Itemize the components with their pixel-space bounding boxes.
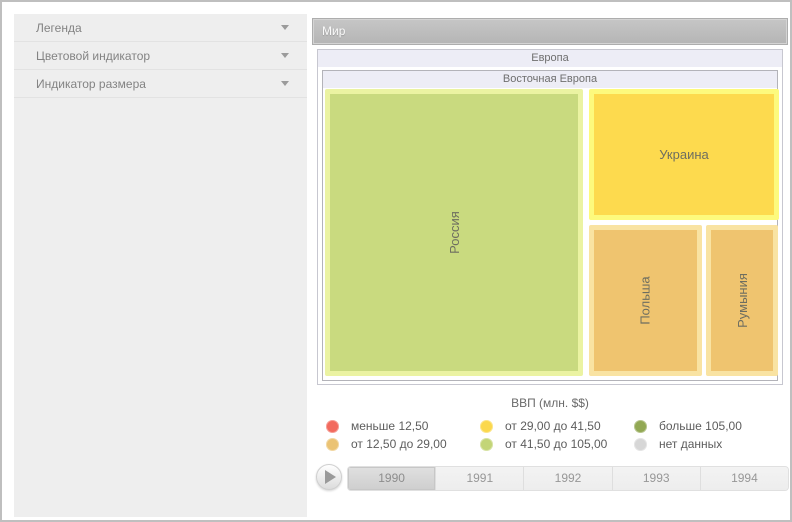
legend-item-label: от 29,00 до 41,50 [505,419,601,433]
chevron-down-icon [281,53,289,58]
treemap-cell-poland-label: Польша [638,276,653,325]
legend-item: от 29,00 до 41,50 [480,417,620,435]
chevron-down-icon [281,25,289,30]
legend-dot-red [326,419,339,433]
year-segment-1990[interactable]: 1990 [348,467,437,490]
treemap-root-bar[interactable]: Мир [312,18,788,45]
treemap-group-europe-header[interactable]: Европа [318,50,782,67]
treemap-cell-romania[interactable]: Румыния [706,225,778,376]
play-button[interactable] [316,464,342,490]
legend-item: больше 105,00 [634,417,774,435]
accordion-legend[interactable]: Легенда [14,14,307,42]
accordion-size-indicator-label: Индикатор размера [36,76,146,91]
legend-item-label: меньше 12,50 [351,419,429,433]
year-segment-1994[interactable]: 1994 [700,467,788,490]
chevron-down-icon [281,81,289,86]
legend-item-label: от 12,50 до 29,00 [351,437,447,451]
accordion-size-indicator[interactable]: Индикатор размера [14,70,307,98]
settings-sidebar: Легенда Цветовой индикатор Индикатор раз… [14,14,307,517]
treemap-cell-russia-label: Россия [446,211,462,254]
legend-item-label: нет данных [659,437,723,451]
accordion-legend-label: Легенда [36,20,82,35]
treemap-cell-romania-fill: Румыния [711,230,773,371]
legend-dot-orange [326,437,339,451]
year-segment-1992[interactable]: 1992 [524,467,613,490]
treemap-cell-ukraine-label: Украина [659,147,709,162]
treemap-cell-poland[interactable]: Польша [589,225,702,376]
treemap-cell-ukraine-fill: Украина [594,94,774,215]
treemap-cell-russia[interactable]: Россия [325,89,583,376]
accordion-color-indicator-label: Цветовой индикатор [36,48,151,63]
treemap-cell-poland-fill: Польша [594,230,697,371]
legend-item: от 41,50 до 105,00 [480,435,620,453]
legend-dot-gray [634,437,647,451]
color-legend: ВВП (млн. $$) меньше 12,50 от 12,50 до 2… [312,396,788,453]
legend-item: меньше 12,50 [326,417,466,435]
treemap-cell-ukraine[interactable]: Украина [589,89,779,220]
treemap-group-eastern-europe: Восточная Европа Россия Украина Польша Р… [322,70,779,381]
year-segment-1993[interactable]: 1993 [612,467,701,490]
legend-item-label: от 41,50 до 105,00 [505,437,608,451]
legend-item: от 12,50 до 29,00 [326,435,466,453]
legend-dot-yellow [480,419,493,433]
treemap-cell-russia-fill: Россия [330,94,578,371]
treemap-cell-romania-label: Румыния [734,273,750,328]
play-icon [325,470,336,484]
legend-item-label: больше 105,00 [659,419,742,433]
treemap-group-europe: Европа Восточная Европа Россия Украина П… [317,49,783,385]
treemap-group-eastern-europe-header[interactable]: Восточная Европа [323,71,777,88]
legend-grid: меньше 12,50 от 12,50 до 29,00 от 29,00 … [312,417,788,453]
legend-dot-light-green [480,437,493,451]
legend-title: ВВП (млн. $$) [511,396,589,410]
year-segment-1991[interactable]: 1991 [436,467,525,490]
accordion-color-indicator[interactable]: Цветовой индикатор [14,42,307,70]
legend-dot-dark-green [634,419,647,433]
year-timeline: 1990 1991 1992 1993 1994 [348,467,788,490]
legend-item: нет данных [634,435,774,453]
